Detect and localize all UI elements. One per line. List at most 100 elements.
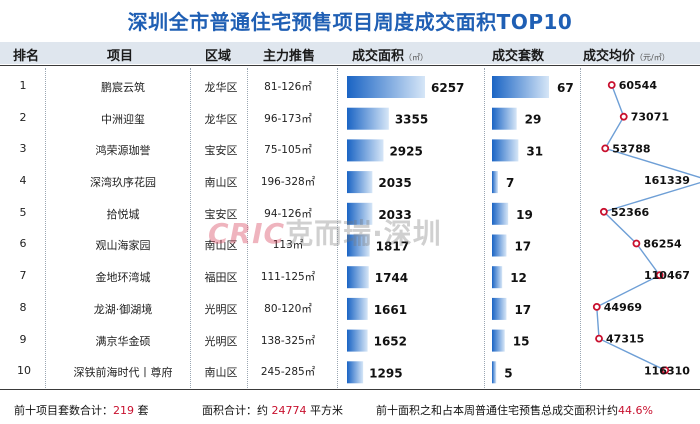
column-separator: [484, 68, 485, 388]
footer-units-value: 219: [113, 404, 134, 417]
area-bar: [347, 329, 368, 352]
price-value-label: 44969: [604, 301, 642, 314]
row-rank: 1: [19, 79, 27, 92]
area-value-label: 1661: [374, 303, 407, 317]
units-value-label: 15: [513, 335, 530, 349]
area-value-label: 2035: [378, 176, 411, 190]
price-point: [595, 334, 603, 343]
header-divider: [0, 65, 700, 66]
price-point: [619, 112, 628, 121]
area-bar: [347, 107, 389, 130]
footer-units-suffix: 套: [134, 404, 149, 417]
row-range: 75-105㎡: [264, 144, 312, 157]
column-separator: [247, 68, 248, 388]
price-value-label: 73071: [631, 111, 669, 124]
watermark: CRIC克而瑞·深圳: [208, 212, 442, 252]
table-row: 8 龙湖·御湖境 光明区 80-120㎡: [0, 293, 700, 325]
area-bar: [347, 297, 368, 320]
row-project: 满京华金硕: [95, 334, 151, 348]
units-value-label: 29: [525, 113, 542, 127]
column-separator: [337, 68, 338, 388]
row-range: 80-120㎡: [264, 302, 312, 315]
row-rank: 2: [19, 110, 27, 124]
units-value-label: 7: [506, 176, 514, 190]
units-value-label: 5: [504, 366, 512, 380]
row-range: 111-125㎡: [260, 271, 316, 284]
header-units: 成交套数: [492, 49, 545, 64]
column-separator: [45, 68, 46, 388]
header-price-unit: （元/㎡）: [635, 53, 670, 62]
row-rank: 5: [19, 205, 27, 219]
area-bar: [347, 361, 364, 384]
footer-share: 前十面积之和占本周普通住宅预售总成交面积计约44.6%: [376, 402, 653, 418]
table-row: 6 观山海家园 南山区 113㎡: [0, 229, 700, 261]
area-value-label: 1652: [374, 335, 407, 349]
row-district: 南山区: [204, 176, 238, 190]
price-point: [632, 239, 641, 248]
units-value-label: 67: [557, 81, 574, 95]
footer-units-label: 前十项目套数合计：: [14, 404, 113, 417]
row-project: 鹏宸云筑: [101, 81, 145, 94]
table-header: 排名 项目 区域 主力推售 成交面积（㎡） 成交套数 成交均价（元/㎡）: [0, 42, 700, 64]
price-value-label: 86254: [643, 238, 682, 251]
price-value-label: 116310: [644, 364, 690, 377]
price-point: [601, 144, 610, 153]
row-district: 光明区: [204, 334, 238, 348]
row-rank: 4: [19, 174, 27, 188]
footer-units-total: 前十项目套数合计：219 套: [14, 402, 149, 418]
table-row: 5 拾悦城 宝安区 94-126㎡: [0, 198, 700, 230]
area-value-label: 1817: [376, 240, 409, 254]
table-bottom-divider: [0, 389, 700, 390]
table-body: 1 鹏宸云筑 龙华区 81-126㎡ 2 中洲迎玺 龙华区 96-173㎡ 3 鸿荣源珈誉 宝安…: [0, 71, 700, 388]
header-area-unit: （㎡）: [404, 53, 429, 62]
row-range: 113㎡: [272, 239, 304, 252]
row-rank: 6: [19, 237, 27, 251]
row-project: 中洲迎玺: [101, 112, 145, 126]
price-value-label: 60544: [619, 79, 658, 92]
row-rank: 10: [17, 364, 31, 378]
watermark-brand: CRIC: [208, 217, 286, 250]
row-range: 96-173㎡: [264, 112, 312, 125]
footer-area-label: 面积合计：约: [202, 404, 272, 417]
chart-area: 6257 3355 2925 2035 2033 1817 1744 1661 1652 1295…: [347, 76, 700, 384]
row-project: 观山海家园: [95, 239, 151, 253]
row-district: 龙华区: [204, 112, 238, 126]
footer-share-value: 44.6%: [618, 404, 653, 417]
area-value-label: 1744: [375, 271, 408, 285]
row-range: 196-328㎡: [260, 176, 316, 189]
row-range: 81-126㎡: [264, 81, 312, 93]
price-value-label: 161339: [644, 174, 690, 187]
row-rank: 9: [19, 332, 27, 346]
footer-area-total: 面积合计：约 24774 平方米: [202, 402, 343, 418]
row-district: 宝安区: [204, 144, 238, 158]
price-value-label: 47315: [606, 333, 644, 346]
price-value-label: 53788: [612, 142, 650, 155]
units-bar: [492, 171, 498, 194]
column-separator: [190, 68, 191, 388]
table-row: 7 金地环湾城 福田区 111-125㎡: [0, 261, 700, 293]
price-point: [599, 207, 608, 216]
header-price: 成交均价（元/㎡）: [583, 45, 670, 64]
table-row: 3 鸿荣源珈誉 宝安区 75-105㎡: [0, 134, 700, 166]
area-value-label: 1295: [369, 366, 402, 380]
area-bar: [347, 266, 369, 289]
table-row: 9 满京华金硕 光明区 138-325㎡: [0, 325, 700, 357]
row-range: 245-285㎡: [260, 366, 316, 379]
table-row: 4 深湾玖序花园 南山区 196-328㎡: [0, 166, 700, 198]
price-point: [655, 271, 664, 280]
units-bar: [492, 139, 519, 162]
price-value-label: 52366: [611, 206, 650, 219]
area-value-label: 3355: [395, 113, 428, 127]
row-district: 福田区: [204, 271, 238, 285]
header-area-label: 成交面积: [352, 49, 405, 64]
watermark-text: 克而瑞·深圳: [285, 217, 442, 250]
area-value-label: 2033: [378, 208, 411, 222]
area-value-label: 2925: [389, 144, 422, 158]
units-bar: [492, 234, 507, 257]
area-value-label: 6257: [431, 81, 464, 95]
row-district: 龙华区: [204, 81, 238, 94]
price-value-label: 110467: [644, 269, 690, 282]
units-bar: [492, 329, 505, 352]
row-project: 深铁前海时代丨尊府: [73, 366, 173, 380]
table-row: 10 深铁前海时代丨尊府 南山区 245-285㎡: [0, 356, 700, 388]
